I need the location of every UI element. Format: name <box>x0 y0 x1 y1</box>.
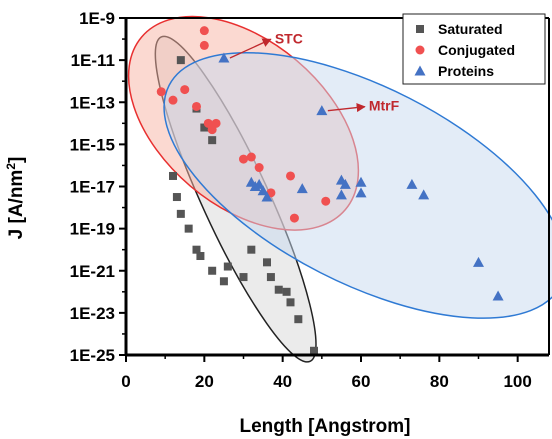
conjugated-point <box>286 171 295 181</box>
y-tick-label: 1E-25 <box>70 346 115 365</box>
saturated-point <box>282 287 291 296</box>
y-axis-title: J [A/nm2] <box>4 157 27 240</box>
y-axis-title-main: J [A/nm <box>6 170 27 240</box>
conjugated-point <box>211 118 221 128</box>
legend: Saturated Conjugated Proteins <box>402 13 546 85</box>
proteins-point <box>257 185 269 196</box>
saturated-point <box>266 273 275 282</box>
annotation-label-mtrf: MtrF <box>369 98 400 114</box>
legend-marker-proteins <box>414 65 426 76</box>
legend-label-saturated: Saturated <box>438 21 503 37</box>
conjugated-point <box>168 95 178 105</box>
proteins-point <box>316 105 328 116</box>
legend-marker-saturated <box>416 25 424 33</box>
axes: 1E-9 1E-11 1E-13 1E-15 1E-17 1E-19 1E-21 1E-23 1… <box>70 9 550 391</box>
saturated-point <box>176 209 185 218</box>
y-tick-label: 1E-17 <box>70 178 115 197</box>
y-axis-title-sup: 2 <box>4 163 18 170</box>
saturated-point <box>223 262 232 271</box>
conjugated-point <box>156 87 166 97</box>
saturated-point <box>239 273 248 282</box>
saturated-point <box>208 136 217 145</box>
saturated-point <box>169 171 177 180</box>
saturated-point <box>184 224 193 233</box>
y-tick-label: 1E-13 <box>70 93 115 112</box>
proteins-point <box>218 52 230 63</box>
annotations: STC MtrF <box>229 30 400 114</box>
annotation-label-stc: STC <box>275 30 303 46</box>
data-points <box>156 26 504 355</box>
saturated-point <box>176 56 185 65</box>
y-axis-title-end: ] <box>6 157 27 163</box>
proteins-point <box>492 290 504 301</box>
annotation-arrow-stc <box>229 38 272 59</box>
saturated-point <box>200 123 209 132</box>
y-tick-label: 1E-23 <box>70 304 115 323</box>
saturated-point <box>208 266 217 275</box>
saturated-point <box>294 315 303 324</box>
proteins-point <box>473 256 484 267</box>
legend-label-proteins: Proteins <box>438 63 494 79</box>
y-tick-label: 1E-11 <box>71 51 115 70</box>
series-proteins <box>218 52 504 301</box>
x-tick-label: 60 <box>352 372 371 391</box>
proteins-point <box>261 191 273 202</box>
annotation-arrow-mtrf <box>327 103 366 113</box>
conjugated-point <box>199 26 209 36</box>
conjugated-point <box>321 196 331 206</box>
proteins-point <box>335 189 347 200</box>
proteins-point <box>339 178 351 189</box>
y-tick-label: 1E-9 <box>79 9 115 28</box>
x-tick-label: 20 <box>195 372 214 391</box>
proteins-point <box>355 187 367 198</box>
proteins-point <box>418 189 430 200</box>
conjugated-point <box>254 163 264 173</box>
conjugated-point <box>289 213 299 223</box>
saturated-point <box>219 277 228 286</box>
saturated-point <box>192 245 201 254</box>
x-tick-label: 100 <box>503 372 531 391</box>
x-tick-label: 0 <box>121 372 130 391</box>
saturated-point <box>196 252 205 261</box>
saturated-point <box>274 285 283 294</box>
saturated-point <box>310 346 318 355</box>
series-saturated <box>169 56 318 355</box>
proteins-point <box>253 178 265 189</box>
y-tick-label: 1E-15 <box>70 135 115 154</box>
x-axis-title: Length [Angstrom] <box>240 416 411 437</box>
legend-marker-conjugated <box>415 45 425 55</box>
conjugated-point <box>180 85 190 95</box>
proteins-point <box>406 178 418 189</box>
proteins-point <box>355 176 367 187</box>
conjugated-point <box>199 40 209 50</box>
y-tick-label: 1E-19 <box>70 220 115 239</box>
proteins-point <box>296 183 308 194</box>
saturated-point <box>172 193 181 202</box>
conjugated-point <box>239 154 248 164</box>
x-tick-label: 80 <box>430 372 449 391</box>
saturated-point <box>247 245 256 254</box>
x-tick-label: 40 <box>273 372 292 391</box>
axis-titles: Length [Angstrom] J [A/nm2] <box>4 157 410 437</box>
y-tick-label: 1E-21 <box>70 262 115 281</box>
saturated-point <box>263 258 271 267</box>
conjugated-point <box>246 152 256 162</box>
saturated-point <box>286 298 295 307</box>
series-conjugated <box>156 26 331 223</box>
legend-label-conjugated: Conjugated <box>438 42 515 58</box>
legend-box <box>402 13 546 85</box>
conjugated-point <box>192 101 201 111</box>
